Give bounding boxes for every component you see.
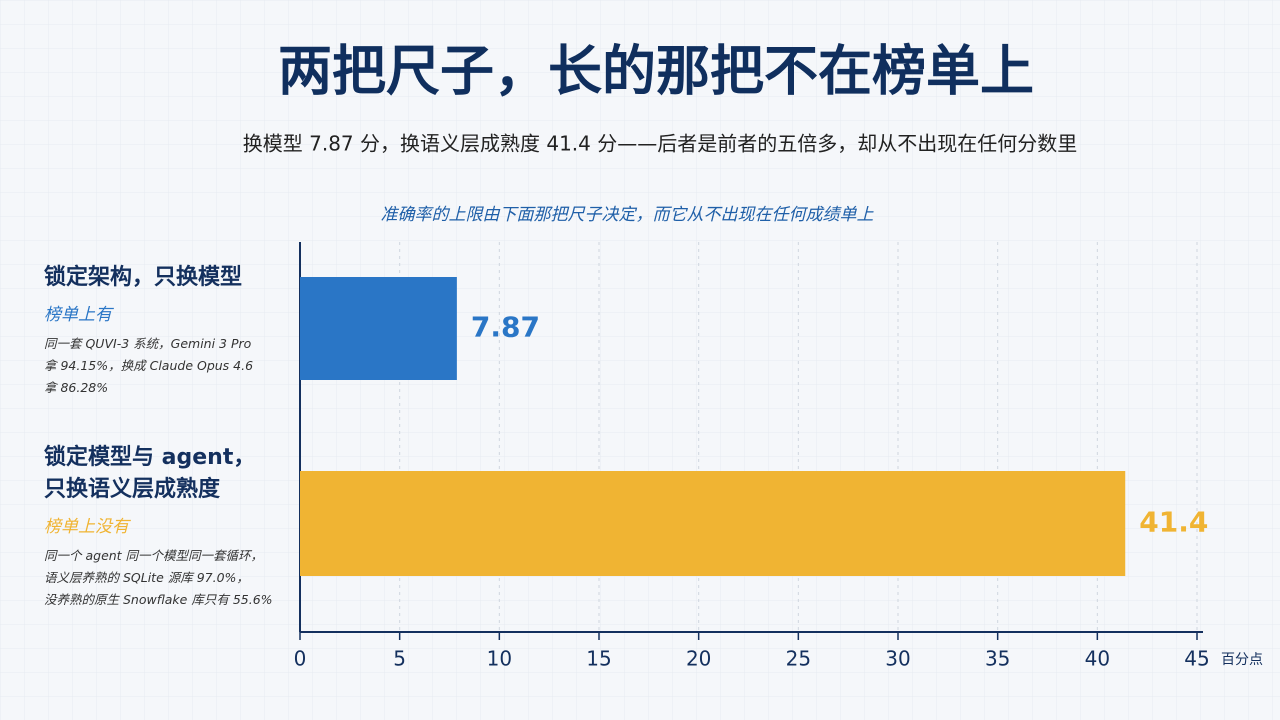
- category-label-group: 锁定架构，只换模型榜单上有同一套 QUVI-3 系统，Gemini 3 Pro …: [44, 262, 253, 399]
- x-tick-label: 20: [686, 647, 711, 671]
- value-label: 7.87: [471, 311, 540, 344]
- x-tick-label: 30: [885, 647, 910, 671]
- chart-title: 两把尺子，长的那把不在榜单上: [278, 40, 1034, 103]
- category-tag: 榜单上有: [44, 305, 112, 325]
- x-tick-label: 45: [1184, 647, 1209, 671]
- bar: [300, 471, 1126, 576]
- category-tag: 榜单上没有: [44, 517, 129, 537]
- category-label: 锁定架构，只换模型: [44, 265, 243, 290]
- category-note: 同一个 agent 同一个模型同一套循环， 语义层养熟的 SQLite 源库 9…: [44, 548, 273, 607]
- annotation: 准确率的上限由下面那把尺子决定，而它从不出现在任何成绩单上: [381, 205, 875, 225]
- x-tick-label: 35: [985, 647, 1010, 671]
- category-note: 同一套 QUVI-3 系统，Gemini 3 Pro 拿 94.15%，换成 C…: [44, 336, 254, 395]
- bar: [300, 277, 457, 380]
- x-tick-label: 40: [1085, 647, 1110, 671]
- value-label: 41.4: [1139, 506, 1208, 539]
- category-label: 锁定模型与 agent， 只换语义层成熟度: [44, 445, 256, 502]
- x-tick-label: 0: [294, 647, 307, 671]
- subtitle: 换模型 7.87 分，换语义层成熟度 41.4 分——后者是前者的五倍多，却从不…: [243, 132, 1078, 156]
- x-tick-label: 5: [393, 647, 406, 671]
- x-tick-label: 10: [487, 647, 512, 671]
- category-label-group: 锁定模型与 agent， 只换语义层成熟度榜单上没有同一个 agent 同一个模…: [44, 442, 273, 611]
- x-tick-label: 25: [786, 647, 811, 671]
- x-tick-label: 15: [586, 647, 611, 671]
- x-unit-label: 百分点: [1221, 652, 1263, 668]
